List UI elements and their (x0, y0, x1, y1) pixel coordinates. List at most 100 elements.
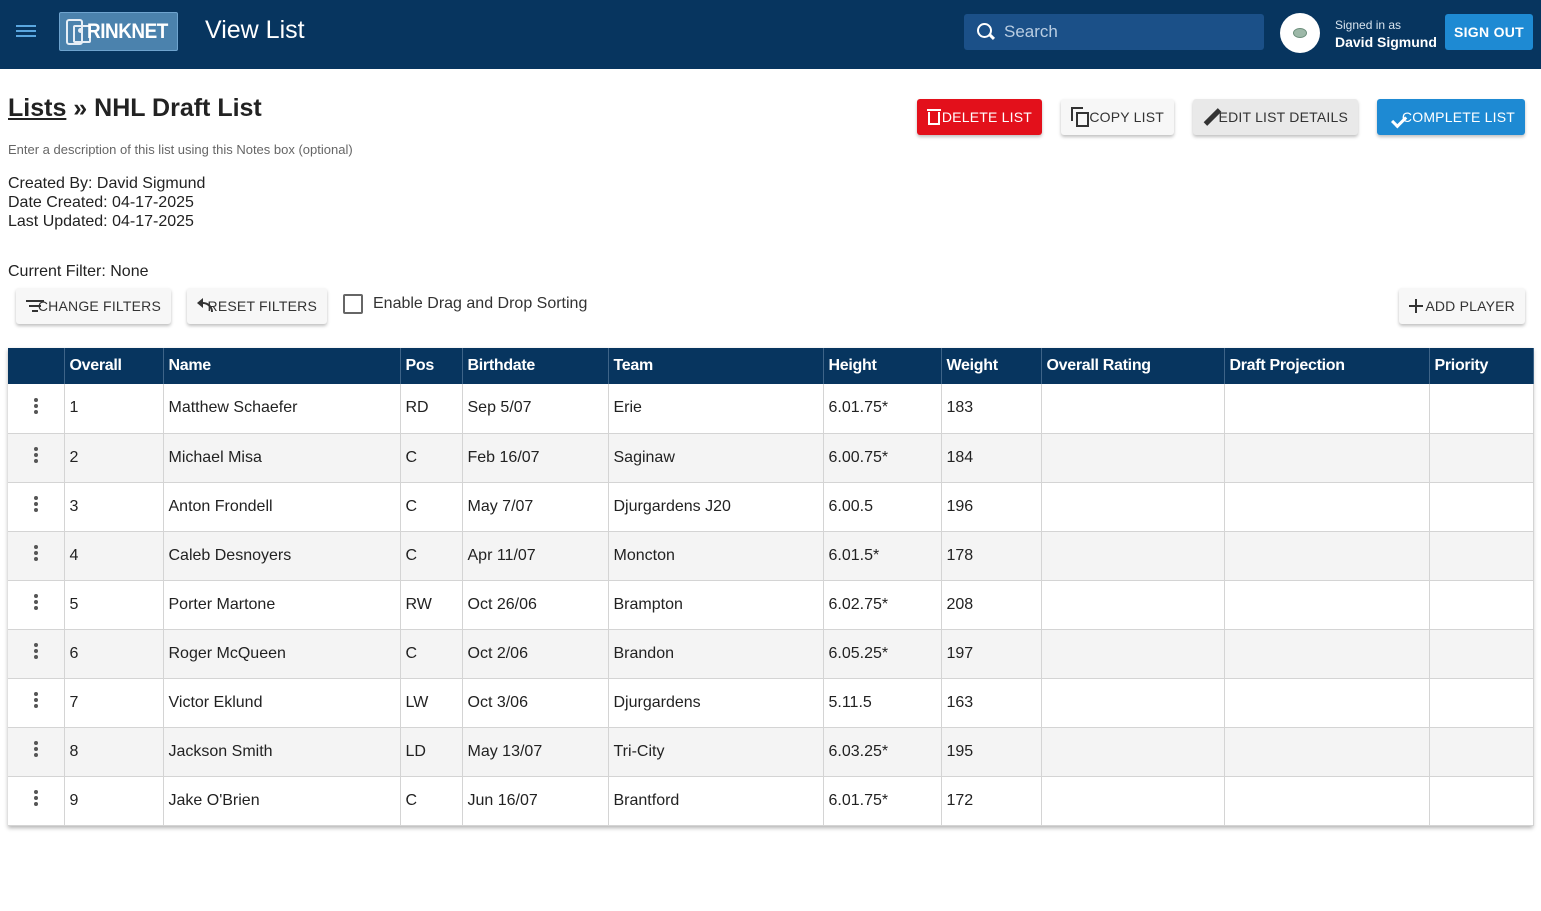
cell-pos: C (400, 433, 463, 483)
cell-overall: 5 (64, 580, 164, 630)
logo-icon (66, 18, 92, 45)
rinknet-logo[interactable]: RINKNET (59, 12, 178, 51)
cell-height: 6.01.75* (823, 384, 942, 434)
filter-icon (26, 300, 44, 312)
cell-weight: 195 (941, 727, 1042, 777)
search-box[interactable] (964, 14, 1264, 50)
drag-drop-checkbox[interactable] (343, 294, 363, 314)
table-row[interactable]: 1 Matthew Schaefer RD Sep 5/07 Erie 6.01.75* 1… (8, 384, 1534, 434)
table-row[interactable]: 4 Caleb Desnoyers C Apr 11/07 Moncton 6.01.5*… (8, 531, 1534, 581)
column-header-team[interactable]: Team (608, 348, 824, 384)
cell-name: Roger McQueen (163, 629, 401, 679)
more-vert-icon[interactable] (33, 396, 38, 416)
column-header-weight[interactable]: Weight (941, 348, 1042, 384)
table-row[interactable]: 6 Roger McQueen C Oct 2/06 Brandon 6.05.25* 19… (8, 629, 1534, 679)
table-row[interactable]: 9 Jake O'Brien C Jun 16/07 Brantford 6.01.75*… (8, 776, 1534, 826)
cell-height: 5.11.5 (823, 678, 942, 728)
cell-pos: RW (400, 580, 463, 630)
cell-draft-projection (1224, 433, 1430, 483)
row-menu-cell[interactable] (8, 776, 65, 826)
more-vert-icon[interactable] (33, 543, 38, 563)
cell-priority (1429, 482, 1534, 532)
edit-list-details-label: EDIT LIST DETAILS (1218, 109, 1348, 125)
cell-overall: 3 (64, 482, 164, 532)
cell-overall-rating (1041, 629, 1225, 679)
column-header-height[interactable]: Height (823, 348, 942, 384)
more-vert-icon[interactable] (33, 592, 38, 612)
hamburger-menu-icon[interactable] (14, 22, 38, 44)
cell-priority (1429, 776, 1534, 826)
cell-team: Erie (608, 384, 824, 434)
add-player-button[interactable]: ADD PLAYER (1399, 288, 1525, 324)
cell-height: 6.01.5* (823, 531, 942, 581)
more-vert-icon[interactable] (33, 788, 38, 808)
cell-overall: 1 (64, 384, 164, 434)
cell-pos: RD (400, 384, 463, 434)
avatar[interactable] (1280, 13, 1320, 53)
row-menu-cell[interactable] (8, 433, 65, 483)
cell-priority (1429, 433, 1534, 483)
search-input[interactable] (1004, 22, 1254, 42)
row-menu-cell[interactable] (8, 678, 65, 728)
cell-draft-projection (1224, 678, 1430, 728)
cell-name: Jake O'Brien (163, 776, 401, 826)
edit-list-details-button[interactable]: EDIT LIST DETAILS (1193, 99, 1358, 135)
cell-weight: 196 (941, 482, 1042, 532)
cell-priority (1429, 678, 1534, 728)
table-row[interactable]: 3 Anton Frondell C May 7/07 Djurgardens J20 6… (8, 482, 1534, 532)
cell-priority (1429, 629, 1534, 679)
column-header-drag-handle (8, 348, 65, 384)
cell-team: Brampton (608, 580, 824, 630)
change-filters-label: CHANGE FILTERS (37, 298, 161, 314)
cell-pos: LW (400, 678, 463, 728)
column-header-overall-rating[interactable]: Overall Rating (1041, 348, 1225, 384)
cell-team: Djurgardens (608, 678, 824, 728)
row-menu-cell[interactable] (8, 384, 65, 434)
signed-in-label: Signed in as (1335, 18, 1402, 32)
more-vert-icon[interactable] (33, 690, 38, 710)
cell-height: 6.03.25* (823, 727, 942, 777)
cell-birthdate: Jun 16/07 (462, 776, 609, 826)
breadcrumb: Lists » NHL Draft List (8, 94, 262, 123)
cell-overall-rating (1041, 531, 1225, 581)
cell-team: Tri-City (608, 727, 824, 777)
table-body: 1 Matthew Schaefer RD Sep 5/07 Erie 6.01.75* 1… (8, 384, 1534, 826)
more-vert-icon[interactable] (33, 739, 38, 759)
row-menu-cell[interactable] (8, 580, 65, 630)
change-filters-button[interactable]: CHANGE FILTERS (16, 288, 171, 324)
column-header-overall[interactable]: Overall (64, 348, 164, 384)
column-header-pos[interactable]: Pos (400, 348, 463, 384)
cell-team: Brantford (608, 776, 824, 826)
list-description[interactable]: Enter a description of this list using t… (8, 142, 353, 157)
cell-name: Michael Misa (163, 433, 401, 483)
row-menu-cell[interactable] (8, 531, 65, 581)
sign-out-button[interactable]: SIGN OUT (1445, 14, 1533, 50)
table-row[interactable]: 5 Porter Martone RW Oct 26/06 Brampton 6.02.7… (8, 580, 1534, 630)
row-menu-cell[interactable] (8, 727, 65, 777)
cell-birthdate: May 7/07 (462, 482, 609, 532)
reset-filters-button[interactable]: RESET FILTERS (187, 288, 327, 324)
row-menu-cell[interactable] (8, 482, 65, 532)
cell-team: Brandon (608, 629, 824, 679)
column-header-birthdate[interactable]: Birthdate (462, 348, 609, 384)
row-menu-cell[interactable] (8, 629, 65, 679)
column-header-draft-projection[interactable]: Draft Projection (1224, 348, 1430, 384)
column-header-name[interactable]: Name (163, 348, 401, 384)
table-row[interactable]: 7 Victor Eklund LW Oct 3/06 Djurgardens 5.11.… (8, 678, 1534, 728)
add-player-label: ADD PLAYER (1425, 298, 1515, 314)
breadcrumb-lists-link[interactable]: Lists (8, 94, 67, 122)
drag-drop-toggle[interactable]: Enable Drag and Drop Sorting (343, 294, 587, 314)
table-row[interactable]: 8 Jackson Smith LD May 13/07 Tri-City 6.03.25… (8, 727, 1534, 777)
cell-overall-rating (1041, 482, 1225, 532)
complete-list-button[interactable]: COMPLETE LIST (1377, 99, 1525, 135)
cell-birthdate: Oct 26/06 (462, 580, 609, 630)
delete-list-button[interactable]: DELETE LIST (917, 99, 1042, 135)
more-vert-icon[interactable] (33, 445, 38, 465)
cell-pos: C (400, 482, 463, 532)
copy-list-button[interactable]: COPY LIST (1061, 99, 1174, 135)
column-header-priority[interactable]: Priority (1429, 348, 1534, 384)
more-vert-icon[interactable] (33, 641, 38, 661)
cell-name: Porter Martone (163, 580, 401, 630)
table-row[interactable]: 2 Michael Misa C Feb 16/07 Saginaw 6.00.75* 18… (8, 433, 1534, 483)
more-vert-icon[interactable] (33, 494, 38, 514)
